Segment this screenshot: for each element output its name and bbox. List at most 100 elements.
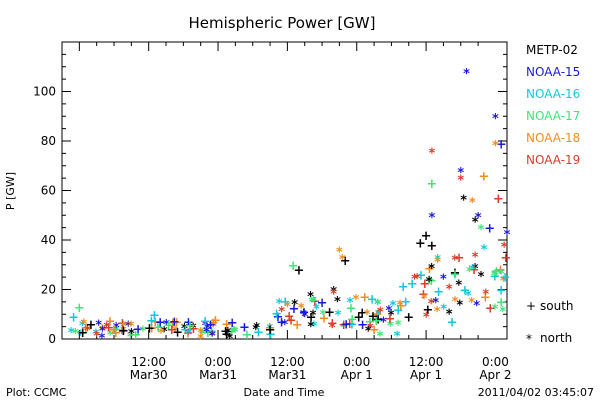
background-mark: * [375, 297, 382, 312]
x-tick-date-label: Mar31 [268, 368, 306, 382]
background-mark: + [450, 268, 461, 283]
background-mark: + [485, 301, 496, 316]
background-mark: + [239, 321, 250, 336]
background-mark: * [197, 326, 204, 341]
background-mark: + [167, 316, 178, 331]
background-mark: + [152, 320, 163, 335]
background-mark: + [200, 314, 211, 329]
background-mark: * [77, 328, 84, 343]
data-point: * [330, 285, 337, 300]
data-point: * [452, 295, 459, 310]
legend: METP-02 NOAA-15 NOAA-16 NOAA-17 NOAA-18 NOAA-… [526, 43, 580, 167]
x-tick-label: 12:00 [270, 355, 305, 369]
background-mark: * [190, 322, 197, 337]
background-mark: * [428, 262, 435, 277]
background-mark: * [202, 319, 209, 334]
background-mark: + [299, 305, 310, 320]
data-point: + [493, 192, 504, 207]
background-mark: * [491, 302, 498, 317]
background-mark: * [72, 327, 79, 342]
background-mark: + [109, 323, 120, 338]
background-mark: + [371, 308, 382, 323]
data-point: + [317, 296, 328, 311]
background-mark: + [117, 316, 128, 331]
background-mark: * [432, 296, 439, 311]
background-mark: + [169, 315, 180, 330]
background-mark: + [454, 251, 465, 266]
data-point: * [365, 325, 372, 340]
background-mark: + [371, 314, 382, 329]
background-mark: * [118, 327, 125, 342]
data-point: + [276, 316, 287, 331]
data-point: * [446, 283, 453, 298]
marker-legend: + south * north [526, 299, 574, 346]
footer-timestamp: 2011/04/02 03:45:07 [478, 386, 594, 399]
data-point: * [330, 288, 337, 303]
background-mark: * [473, 299, 480, 314]
background-mark: + [460, 283, 471, 298]
data-point: * [457, 174, 464, 189]
background-mark: * [210, 320, 217, 335]
data-point: + [496, 137, 507, 152]
data-point: + [149, 308, 160, 323]
background-mark: + [118, 324, 129, 339]
background-mark: * [434, 305, 441, 320]
data-point: * [99, 325, 106, 340]
data-point: * [478, 270, 485, 285]
background-mark: * [387, 320, 394, 335]
background-mark: + [491, 265, 502, 280]
data-point: + [426, 239, 437, 254]
x-tick-date-label: Apr 2 [479, 368, 511, 382]
data-point: * [394, 330, 401, 345]
data-point: * [128, 327, 135, 342]
background-mark: * [421, 292, 428, 307]
background-mark: * [163, 318, 170, 333]
background-mark: * [377, 306, 384, 321]
data-point: * [140, 325, 147, 340]
data-point: + [478, 170, 489, 185]
x-tick-label: 0:00 [205, 355, 232, 369]
data-point: * [480, 243, 487, 258]
x-axis-label: Date and Time [244, 386, 325, 399]
background-mark: * [380, 315, 387, 330]
background-mark: + [500, 270, 511, 285]
background-mark: + [489, 269, 500, 284]
background-mark: * [428, 297, 435, 312]
x-tick-date-label: Apr 1 [410, 368, 442, 382]
background-mark: * [385, 304, 392, 319]
background-mark: * [423, 311, 430, 326]
background-mark: + [284, 310, 295, 325]
background-mark: + [286, 314, 297, 329]
data-point: + [74, 301, 85, 316]
data-point: + [85, 318, 96, 333]
data-point: * [301, 310, 308, 325]
background-mark: * [120, 324, 127, 339]
data-point: * [434, 255, 441, 270]
data-point: * [463, 67, 470, 82]
data-point: * [457, 166, 464, 181]
background-mark: * [482, 288, 489, 303]
background-mark: + [130, 328, 141, 343]
background-mark: * [395, 318, 402, 333]
data-point: * [466, 265, 473, 280]
background-mark: * [375, 308, 382, 323]
background-mark: + [480, 291, 491, 306]
data-point: * [339, 253, 346, 268]
background-mark: * [181, 322, 188, 337]
y-tick-label: 0 [48, 332, 56, 346]
legend-item: NOAA-16 [526, 87, 580, 101]
marker-legend-north: north [540, 331, 572, 345]
data-point: * [504, 228, 511, 243]
background-mark: + [373, 313, 384, 328]
background-mark: * [120, 320, 127, 335]
background-mark: + [341, 317, 352, 332]
legend-item: NOAA-18 [526, 131, 580, 145]
background-mark: + [345, 301, 356, 316]
marker-legend-south: south [540, 299, 574, 313]
background-mark: + [265, 321, 276, 336]
marker-legend-north-symbol: * [526, 332, 532, 346]
data-point: * [469, 263, 476, 278]
background-mark: + [424, 262, 435, 277]
background-mark: + [118, 324, 129, 339]
